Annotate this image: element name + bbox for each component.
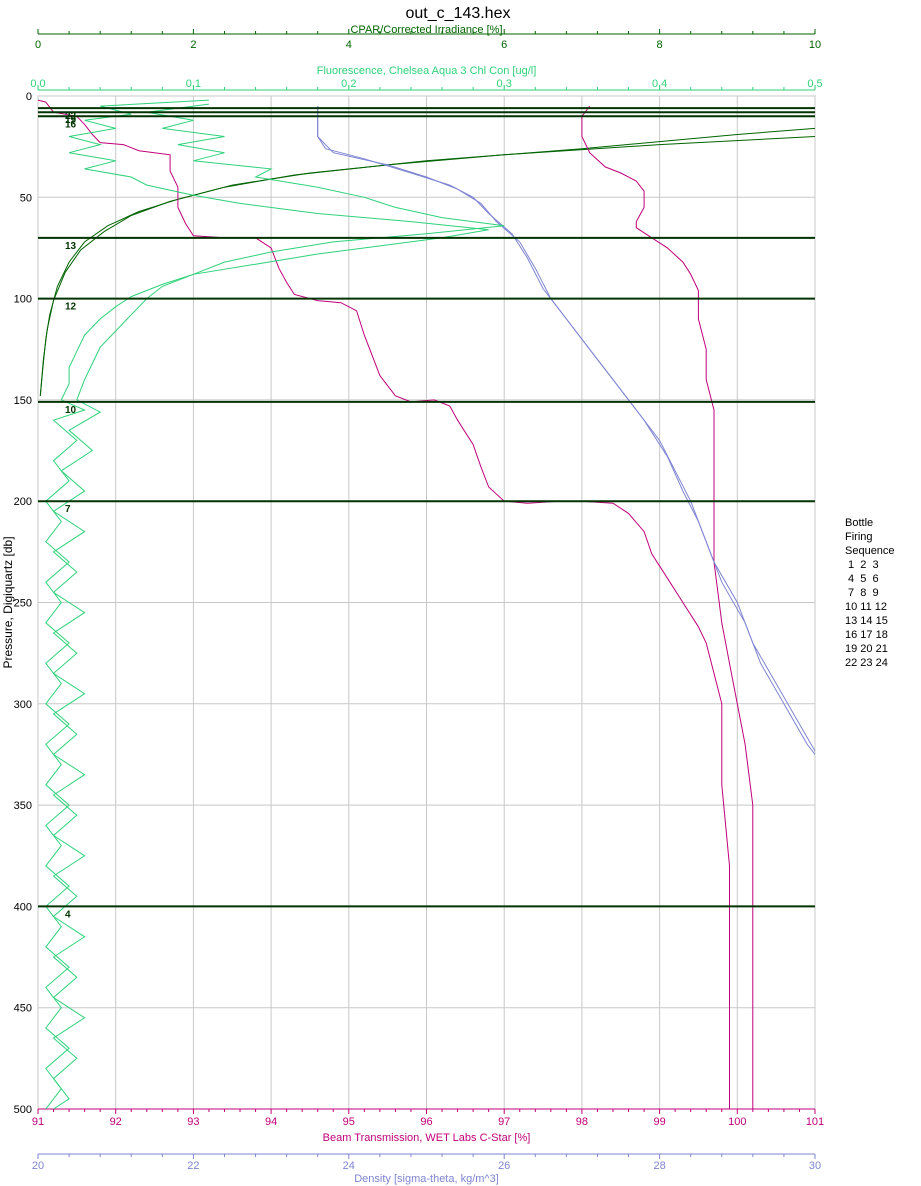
bottle-firing-lines: 22191613121074 xyxy=(38,107,815,920)
y-tick-label: 300 xyxy=(14,699,32,711)
x-tick-label-trans: 99 xyxy=(653,1116,665,1128)
grid xyxy=(37,95,816,1110)
x-tick-label-cpar: 4 xyxy=(346,39,352,51)
x-tick-label-cpar: 10 xyxy=(809,39,821,51)
series-line-cpar-1 xyxy=(39,136,815,396)
x-tick-label-trans: 93 xyxy=(187,1116,199,1128)
x-tick-label-fluor: 0,1 xyxy=(186,78,201,90)
chart-title: out_c_143.hex xyxy=(406,5,511,22)
x-tick-label-trans: 92 xyxy=(110,1116,122,1128)
y-axis-label: Pressure, Digiquartz [db] xyxy=(1,536,15,668)
series-layer xyxy=(38,99,815,1109)
bottle-label: 7 xyxy=(65,504,71,515)
bottle-label: 13 xyxy=(65,241,77,252)
y-tick-label: 100 xyxy=(14,294,32,306)
x-tick-label-cpar: 8 xyxy=(657,39,663,51)
x-tick-label-trans: 98 xyxy=(576,1116,588,1128)
x-axis-label-trans: Beam Transmission, WET Labs C-Star [%] xyxy=(323,1132,531,1144)
series-line-trans-3 xyxy=(581,105,754,1109)
x-tick-label-trans: 101 xyxy=(806,1116,824,1128)
legend-row: 13 14 15 xyxy=(845,615,888,627)
x-tick-label-dens: 24 xyxy=(343,1160,355,1172)
legend-row: 22 23 24 xyxy=(845,657,888,669)
x-tick-label-cpar: 2 xyxy=(190,39,196,51)
legend-row: 16 17 18 xyxy=(845,629,888,641)
x-axis-label-fluor: Fluorescence, Chelsea Aqua 3 Chl Con [ug… xyxy=(317,65,537,77)
x-tick-label-fluor: 0,2 xyxy=(341,78,356,90)
x-tick-label-fluor: 0,5 xyxy=(807,78,822,90)
x-tick-label-trans: 91 xyxy=(32,1116,44,1128)
bottle-label: 19 xyxy=(65,115,77,126)
x-tick-label-fluor: 0,3 xyxy=(497,78,512,90)
axes: 050100150200250300350400450500Pressure, … xyxy=(1,24,824,1185)
x-tick-label-fluor: 0,0 xyxy=(30,78,45,90)
y-tick-label: 350 xyxy=(14,800,32,812)
x-tick-label-trans: 100 xyxy=(728,1116,746,1128)
bottle-legend: Bottle Firing Sequence 1 2 3 4 5 6 7 8 9 10… xyxy=(845,516,895,670)
series-line-fluor-6 xyxy=(45,99,489,1109)
legend-title-line: Firing xyxy=(845,531,873,543)
y-tick-label: 400 xyxy=(14,901,32,913)
x-tick-label-trans: 96 xyxy=(420,1116,432,1128)
series-line-fluor-7 xyxy=(52,103,505,1109)
x-tick-label-fluor: 0,4 xyxy=(652,78,667,90)
x-tick-label-dens: 30 xyxy=(809,1160,821,1172)
x-tick-label-dens: 20 xyxy=(32,1160,44,1172)
series-line-dens-5 xyxy=(317,106,815,753)
x-tick-label-cpar: 0 xyxy=(35,39,41,51)
legend-row: 7 8 9 xyxy=(845,587,879,599)
x-axis-label-dens: Density [sigma-theta, kg/m^3] xyxy=(354,1173,499,1185)
x-tick-label-dens: 28 xyxy=(653,1160,665,1172)
y-tick-label: 200 xyxy=(14,496,32,508)
bottle-label: 16 xyxy=(65,119,77,130)
x-tick-label-cpar: 6 xyxy=(501,39,507,51)
y-tick-label: 500 xyxy=(14,1104,32,1116)
legend-row: 10 11 12 xyxy=(845,601,888,613)
x-tick-label-trans: 95 xyxy=(343,1116,355,1128)
legend-row: 4 5 6 xyxy=(845,573,879,585)
x-tick-label-dens: 26 xyxy=(498,1160,510,1172)
x-tick-label-dens: 22 xyxy=(187,1160,199,1172)
x-tick-label-trans: 94 xyxy=(265,1116,277,1128)
y-tick-label: 150 xyxy=(14,395,32,407)
series-line-dens-4 xyxy=(317,106,815,756)
x-tick-label-trans: 97 xyxy=(498,1116,510,1128)
y-tick-label: 0 xyxy=(26,91,32,103)
series-line-trans-2 xyxy=(38,99,730,1109)
series-line-cpar-0 xyxy=(39,127,815,396)
y-tick-label: 450 xyxy=(14,1003,32,1015)
y-tick-label: 250 xyxy=(14,598,32,610)
bottle-label: 4 xyxy=(65,909,71,920)
legend-row: 1 2 3 xyxy=(845,559,879,571)
legend-row: 19 20 21 xyxy=(845,643,888,655)
bottle-label: 12 xyxy=(65,302,77,313)
legend-title-line: Bottle xyxy=(845,517,874,529)
y-tick-label: 50 xyxy=(20,192,32,204)
legend-title-line: Sequence xyxy=(845,545,895,557)
x-axis-label-cpar: CPAR/Corrected Irradiance [%] xyxy=(350,24,502,36)
bottle-label: 10 xyxy=(65,405,77,416)
